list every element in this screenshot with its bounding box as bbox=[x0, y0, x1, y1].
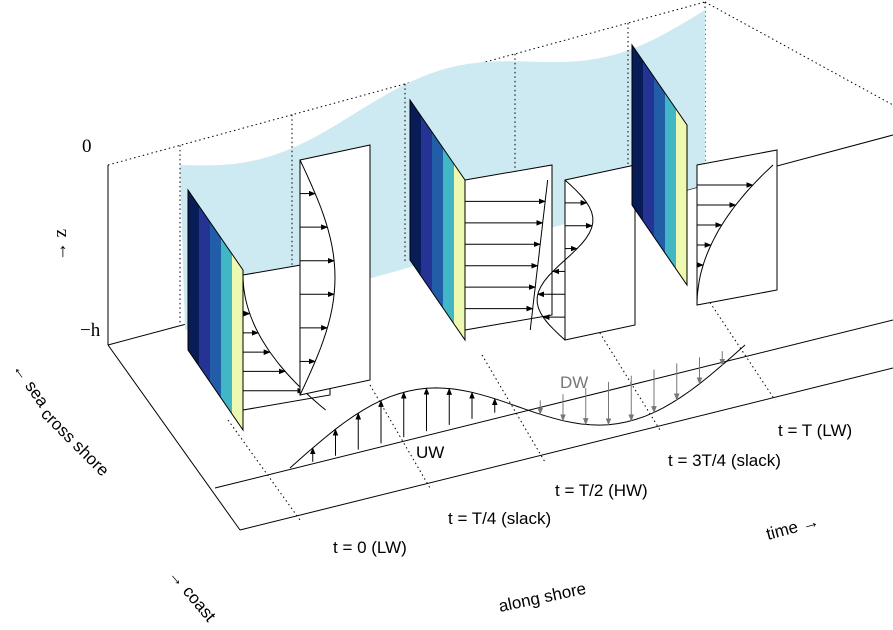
profile-box bbox=[465, 165, 552, 330]
stratification bbox=[654, 77, 665, 253]
phase-label: t = 3T/4 (slack) bbox=[668, 451, 781, 470]
stratification bbox=[632, 45, 643, 221]
stratification bbox=[643, 61, 654, 237]
phase-label: t = 0 (LW) bbox=[333, 538, 407, 557]
along-shore-label: along shore bbox=[497, 579, 588, 616]
diagram: 0 → z −h ← sea cross shore → coast along… bbox=[0, 0, 893, 630]
cross-shore-label: cross shore bbox=[37, 404, 113, 480]
stratification bbox=[410, 100, 421, 276]
phase-label: t = T (LW) bbox=[778, 421, 852, 440]
stratification bbox=[210, 222, 221, 398]
surface-label: 0 bbox=[82, 136, 92, 157]
floor-line bbox=[705, 295, 775, 400]
z-label: → z bbox=[50, 229, 71, 261]
stratification bbox=[443, 148, 454, 324]
stratification bbox=[232, 254, 243, 430]
depth-label: −h bbox=[80, 320, 101, 341]
stratification bbox=[432, 132, 443, 308]
stratification bbox=[454, 164, 465, 340]
stratification bbox=[221, 238, 232, 414]
bed-front bbox=[240, 368, 893, 530]
phase-label: t = T/4 (slack) bbox=[448, 509, 551, 528]
stratification bbox=[676, 109, 687, 285]
downwelling-label: DW bbox=[560, 373, 588, 392]
sea-label: ← sea bbox=[9, 359, 53, 411]
phase-label: t = T/2 (HW) bbox=[555, 481, 648, 500]
stratification bbox=[665, 93, 676, 269]
stratification bbox=[421, 116, 432, 292]
stratification bbox=[188, 190, 199, 366]
coast-label: → coast bbox=[165, 565, 220, 625]
page: 0 → z −h ← sea cross shore → coast along… bbox=[0, 0, 893, 630]
upwelling-label: UW bbox=[416, 443, 444, 462]
time-label: time → bbox=[764, 512, 821, 544]
surface-right bbox=[705, 2, 893, 105]
stratification bbox=[199, 206, 210, 382]
profile-box bbox=[565, 165, 635, 340]
